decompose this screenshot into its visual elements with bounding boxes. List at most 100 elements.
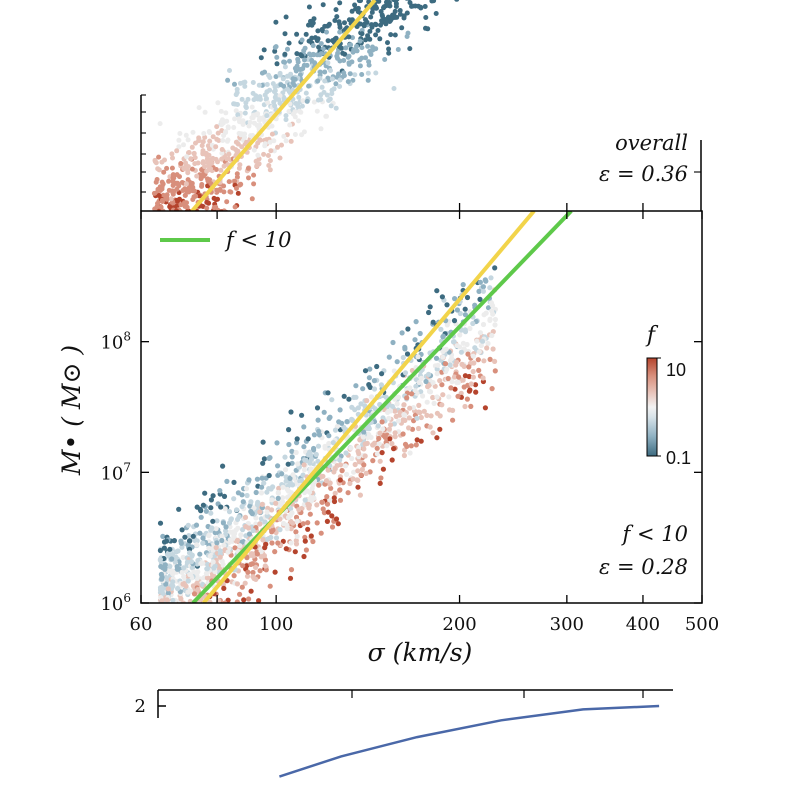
scatter-point xyxy=(487,285,493,291)
top-scatter-point xyxy=(215,100,221,106)
top-scatter-point xyxy=(326,21,332,27)
top-scatter-point xyxy=(330,38,335,44)
scatter-point xyxy=(413,442,419,448)
top-scatter-point xyxy=(165,261,170,266)
scatter-point xyxy=(186,550,193,556)
top-scatter-point xyxy=(159,230,164,235)
top-scatter-point xyxy=(288,138,294,144)
top-scatter-point xyxy=(170,189,176,195)
scatter-point xyxy=(285,514,292,521)
top-scatter-point xyxy=(300,98,306,104)
top-scatter-point xyxy=(333,105,339,111)
scatter-point xyxy=(261,480,267,486)
scatter-point xyxy=(437,426,443,432)
scatter-point xyxy=(379,371,385,377)
scatter-point xyxy=(324,494,330,500)
scatter-point xyxy=(179,569,185,576)
scatter-point xyxy=(260,439,266,445)
scatter-point xyxy=(392,434,398,440)
top-scatter-point xyxy=(168,216,173,221)
top-scatter-point xyxy=(182,200,187,206)
top-scatter-point xyxy=(201,131,207,136)
scatter-point xyxy=(264,489,270,495)
scatter-point xyxy=(400,354,406,361)
top-scatter-point xyxy=(238,181,244,187)
scatter-point xyxy=(316,428,322,434)
scatter-point xyxy=(477,330,483,336)
top-scatter-point xyxy=(299,132,305,138)
scatter-point xyxy=(258,516,264,522)
top-scatter-point xyxy=(372,21,378,27)
top-scatter-point xyxy=(333,7,339,13)
top-scatter-point xyxy=(290,80,296,86)
scatter-point xyxy=(208,505,214,511)
scatter-point xyxy=(214,518,220,524)
top-scatter-point xyxy=(179,224,184,229)
scatter-point xyxy=(474,338,480,344)
top-scatter-point xyxy=(393,1,399,7)
scatter-point xyxy=(361,462,367,468)
top-scatter-point xyxy=(345,79,351,85)
scatter-point xyxy=(308,456,315,462)
colorbar-gradient xyxy=(646,357,658,457)
scatter-point xyxy=(330,440,336,446)
scatter-point xyxy=(382,434,388,440)
top-scatter-point xyxy=(156,222,161,227)
scatter-point xyxy=(223,528,229,534)
top-scatter-point xyxy=(231,125,237,130)
top-scatter-point xyxy=(318,97,324,102)
top-scatter-point xyxy=(253,93,259,99)
scatter-point xyxy=(246,477,252,483)
top-scatter-point xyxy=(157,246,162,251)
top-scatter-point xyxy=(215,130,221,136)
top-scatter-point xyxy=(294,63,300,69)
scatter-point xyxy=(187,538,193,544)
top-scatter-point xyxy=(223,110,229,116)
top-scatter-point xyxy=(409,3,414,9)
scatter-point xyxy=(362,453,368,459)
top-scatter-point xyxy=(175,250,180,255)
top-scatter-point xyxy=(182,165,188,171)
top-scatter-point xyxy=(192,188,198,194)
top-scatter-point xyxy=(359,55,365,61)
top-scatter-point xyxy=(177,219,182,224)
scatter-point xyxy=(290,472,296,478)
scatter-point xyxy=(315,458,321,464)
scatter-point xyxy=(348,445,354,451)
scatter-point xyxy=(214,540,220,546)
scatter-point xyxy=(269,540,275,546)
scatter-point xyxy=(343,450,349,456)
scatter-point xyxy=(488,275,494,281)
scatter-point xyxy=(485,305,492,311)
top-scatter-point xyxy=(425,26,431,32)
top-scatter-point xyxy=(273,19,279,25)
scatter-point xyxy=(189,565,196,571)
scatter-point xyxy=(272,569,278,575)
top-scatter-point xyxy=(232,81,237,87)
scatter-point xyxy=(360,386,366,392)
top-scatter-point xyxy=(350,35,355,41)
top-scatter-point xyxy=(304,98,310,104)
scatter-point xyxy=(366,432,372,438)
top-scatter-point xyxy=(243,105,249,111)
scatter-point xyxy=(170,605,175,610)
top-scatter-point xyxy=(370,44,375,50)
top-scatter-point xyxy=(309,35,315,41)
x-tick-label: 400 xyxy=(626,614,660,635)
scatter-point xyxy=(431,400,437,406)
scatter-point xyxy=(389,457,395,463)
scatter-point xyxy=(226,520,233,526)
top-scatter-point xyxy=(206,212,211,217)
scatter-point xyxy=(427,389,434,395)
main-panel: 60 80 100 200 300 400 500 106 107 108 f < 10 f 1… xyxy=(57,210,719,667)
top-scatter-point xyxy=(293,101,299,106)
scatter-point xyxy=(240,499,246,505)
scatter-point xyxy=(288,540,294,546)
top-scatter-point xyxy=(295,59,301,65)
scatter-point xyxy=(418,438,424,444)
scatter-point xyxy=(426,309,432,316)
top-scatter-point xyxy=(310,20,316,26)
top-scatter-point xyxy=(202,164,208,170)
scatter-point xyxy=(490,346,496,352)
top-scatter-point xyxy=(328,103,334,109)
